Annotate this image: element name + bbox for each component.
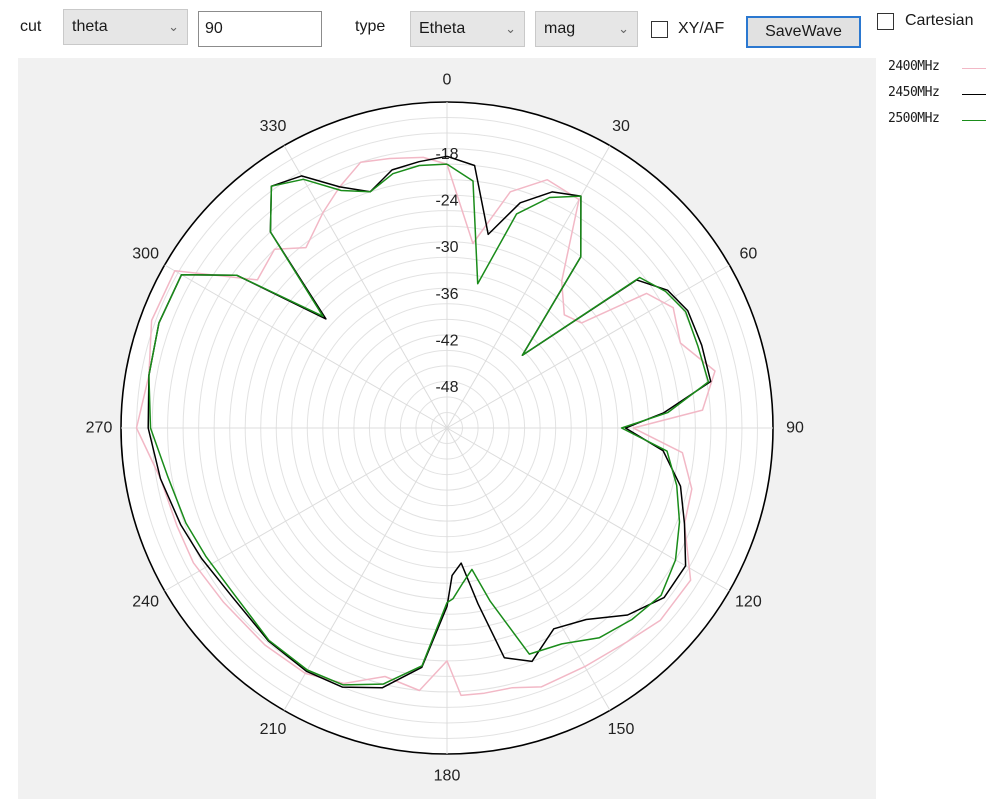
radial-tick-label: -30 (435, 239, 458, 256)
chevron-down-icon: ⌄ (168, 19, 179, 34)
type-label: type (355, 18, 386, 35)
angle-tick-label: 120 (735, 594, 762, 611)
angle-tick-label: 90 (786, 420, 804, 437)
angle-tick-label: 210 (260, 721, 287, 738)
series-line (148, 163, 710, 686)
type-select[interactable]: Etheta ⌄ (410, 11, 525, 47)
angle-tick-label: 30 (612, 118, 630, 135)
cut-value-input[interactable]: 90 (198, 11, 322, 47)
radial-tick-label: -24 (435, 193, 458, 210)
legend-swatch (962, 68, 986, 69)
legend-swatch (962, 120, 986, 121)
angle-tick-label: 300 (132, 246, 159, 263)
polar-chart: 0 30 60 90 120 150 180 210 240 270 300 330 -18 -24 -30… (18, 58, 876, 799)
legend-label: 2500MHz (888, 111, 940, 126)
polar-grid-spoke (283, 427, 448, 711)
series-line (135, 156, 716, 697)
type-select-value: Etheta (419, 20, 466, 37)
polar-grid-spoke (446, 427, 730, 592)
legend-label: 2450MHz (888, 85, 940, 100)
mode-select-value: mag (544, 20, 576, 37)
angle-tick-label: 0 (443, 72, 452, 89)
cartesian-checkbox[interactable] (877, 13, 894, 30)
legend-label: 2400MHz (888, 59, 940, 74)
angle-tick-label: 270 (86, 420, 113, 437)
polar-grid-spoke (446, 264, 730, 429)
chevron-down-icon: ⌄ (618, 21, 629, 36)
legend-item: 2450MHz (888, 86, 1000, 112)
radial-tick-label: -48 (435, 379, 458, 396)
angle-tick-label: 60 (739, 246, 757, 263)
chevron-down-icon: ⌄ (505, 21, 516, 36)
cut-label: cut (20, 18, 42, 35)
legend: 2400MHz 2450MHz 2500MHz (888, 60, 1000, 138)
radial-tick-label: -42 (435, 332, 458, 349)
polar-grid-spoke (446, 427, 611, 711)
cut-select[interactable]: theta ⌄ (63, 9, 188, 45)
radial-tick-label: -18 (435, 146, 458, 163)
polar-grid-spoke (283, 145, 448, 429)
angle-tick-label: 150 (608, 721, 635, 738)
polar-grid-spoke (164, 264, 448, 429)
polar-grid-spoke (446, 145, 611, 429)
polar-plot-area: 0 30 60 90 120 150 180 210 240 270 300 330 -18 -24 -30… (18, 58, 876, 799)
xyaf-label: XY/AF (678, 20, 725, 37)
mode-select[interactable]: mag ⌄ (535, 11, 638, 47)
xyaf-checkbox[interactable] (651, 21, 668, 38)
savewave-button[interactable]: SaveWave (746, 16, 861, 48)
legend-item: 2400MHz (888, 60, 1000, 86)
radial-tick-label: -36 (435, 286, 458, 303)
legend-swatch (962, 94, 986, 95)
cut-select-value: theta (72, 18, 108, 35)
angle-tick-label: 330 (260, 118, 287, 135)
cartesian-label: Cartesian (905, 12, 974, 29)
legend-item: 2500MHz (888, 112, 1000, 138)
angle-tick-label: 240 (132, 594, 159, 611)
angle-tick-label: 180 (434, 768, 461, 785)
